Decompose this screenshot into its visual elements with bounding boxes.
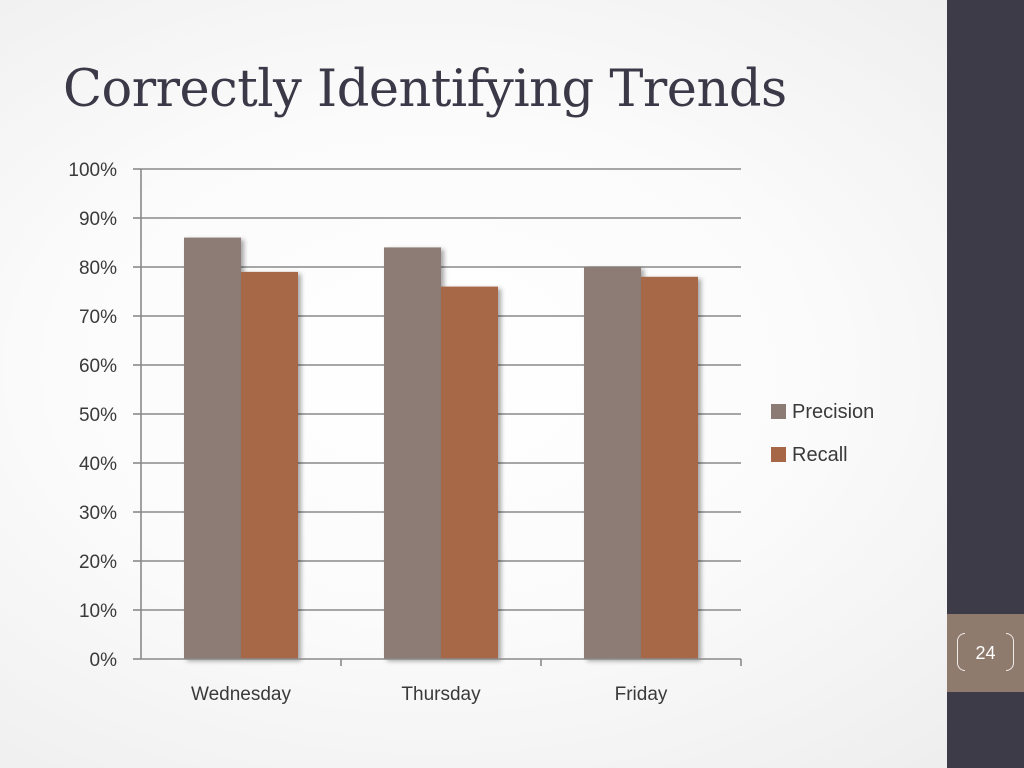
y-tick-label: 100% bbox=[68, 160, 117, 181]
legend-swatch-recall bbox=[771, 447, 786, 462]
y-tick-label: 0% bbox=[90, 650, 118, 671]
legend-label-precision: Precision bbox=[792, 401, 874, 423]
y-tick-label: 40% bbox=[79, 454, 117, 475]
y-tick-label: 50% bbox=[79, 405, 117, 426]
y-tick-label: 90% bbox=[79, 209, 117, 230]
legend-swatch-precision bbox=[771, 404, 786, 419]
legend: Precision Recall bbox=[771, 401, 874, 466]
y-tick-label: 70% bbox=[79, 307, 117, 328]
bars bbox=[184, 237, 698, 659]
y-tick-label: 80% bbox=[79, 258, 117, 279]
bar-precision-wednesday bbox=[184, 237, 241, 659]
x-tick-label: Friday bbox=[615, 684, 668, 705]
bar-recall-friday bbox=[641, 276, 698, 659]
bar-precision-friday bbox=[584, 267, 641, 659]
y-tick-label: 60% bbox=[79, 356, 117, 377]
legend-label-recall: Recall bbox=[792, 444, 848, 466]
right-bracket-icon bbox=[1006, 633, 1014, 671]
page-number-badge: 24 bbox=[947, 614, 1024, 692]
axis-labels: 0% 10% 20% 30% 40% 50% 60% 70% 80% 90% 100% Wednesd… bbox=[68, 160, 667, 705]
bar-recall-thursday bbox=[441, 286, 498, 659]
bar-recall-wednesday bbox=[241, 271, 298, 659]
y-tick-label: 10% bbox=[79, 601, 117, 622]
y-tick-label: 20% bbox=[79, 552, 117, 573]
bar-chart: 0% 10% 20% 30% 40% 50% 60% 70% 80% 90% 100% Wednesd… bbox=[68, 160, 874, 705]
x-tick-label: Wednesday bbox=[191, 684, 291, 705]
axes bbox=[133, 168, 742, 666]
slide-title: Correctly Identifying Trends bbox=[63, 60, 787, 119]
x-tick-label: Thursday bbox=[401, 684, 481, 705]
page-number: 24 bbox=[975, 643, 996, 663]
y-tick-label: 30% bbox=[79, 503, 117, 524]
bar-precision-thursday bbox=[384, 247, 441, 659]
